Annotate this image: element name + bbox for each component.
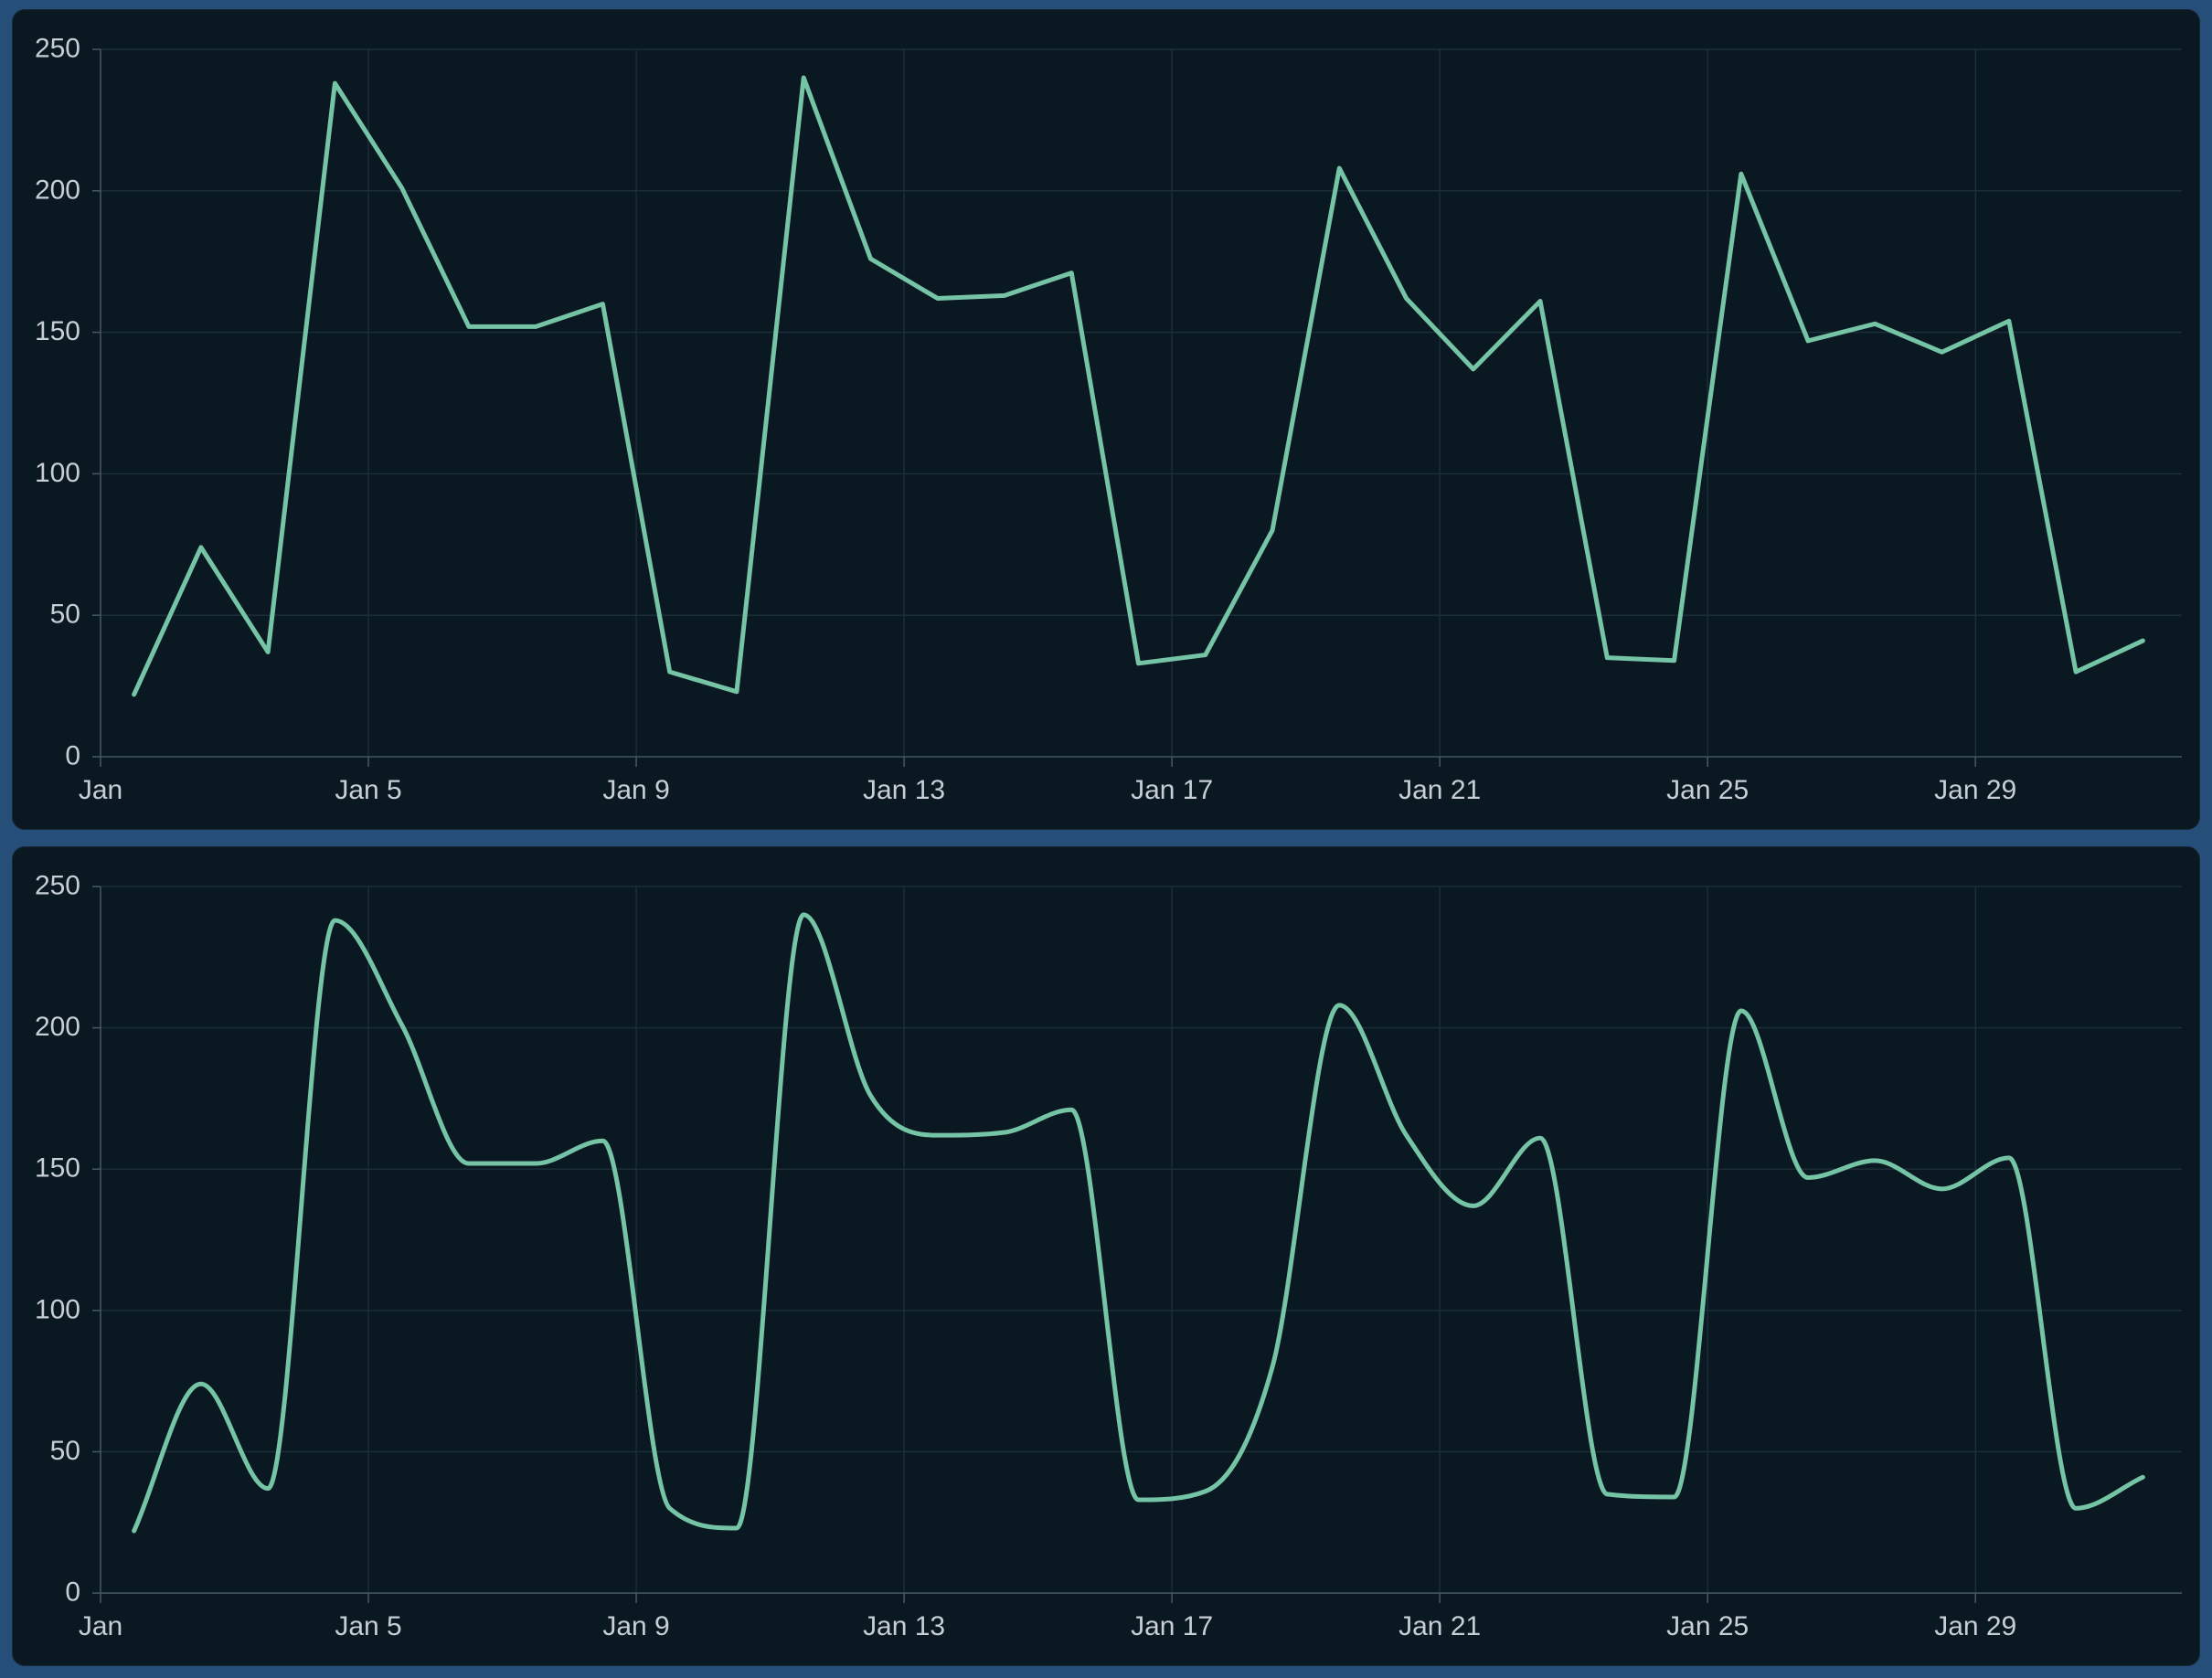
x-tick-label-jan-9: Jan 9 (602, 775, 669, 805)
y-tick-label-0: 0 (65, 1577, 80, 1608)
series-line-daily-values-smoothed (132, 912, 2145, 1534)
x-tick-label-jan-25: Jan 25 (1666, 1611, 1749, 1641)
axes (92, 48, 2182, 767)
x-tick-label-jan-13: Jan 13 (863, 775, 945, 805)
y-tick-label-150: 150 (35, 316, 80, 346)
x-tick-label-jan: Jan (79, 1611, 122, 1641)
x-tick-label-jan-21: Jan 21 (1398, 1611, 1481, 1641)
y-tick-label-0: 0 (65, 741, 80, 771)
x-tick-label-jan-13: Jan 13 (863, 1611, 945, 1641)
x-tick-label-jan-29: Jan 29 (1934, 1611, 2016, 1641)
line-chart-linear: 0 50 100 150 200 250 Jan Jan 5 Jan 9 Jan 13 Jan 17… (35, 34, 2182, 806)
x-tick-label-jan-17: Jan 17 (1131, 1611, 1213, 1641)
y-tick-label-200: 200 (35, 1012, 80, 1042)
x-tick-label-jan-5: Jan 5 (335, 775, 401, 805)
y-tick-label-50: 50 (50, 1436, 80, 1466)
y-tick-label-250: 250 (35, 34, 80, 64)
tick-labels: 0 50 100 150 200 250 Jan Jan 5 Jan 9 Jan 13 Jan 17… (35, 34, 2016, 806)
axes (92, 886, 2182, 1604)
x-tick-label-jan: Jan (79, 775, 122, 805)
y-tick-label-150: 150 (35, 1153, 80, 1184)
gridlines (101, 48, 2182, 757)
series-line-daily-values-linear (132, 75, 2145, 697)
line-chart-smoothed: 0 50 100 150 200 250 Jan Jan 5 Jan 9 Jan 13 Jan 17… (35, 870, 2182, 1641)
tick-labels: 0 50 100 150 200 250 Jan Jan 5 Jan 9 Jan 13 Jan 17… (35, 870, 2016, 1641)
y-tick-label-250: 250 (35, 870, 80, 900)
x-tick-label-jan-25: Jan 25 (1666, 775, 1749, 805)
chart-panel-top: 0 50 100 150 200 250 Jan Jan 5 Jan 9 Jan 13 Jan 17… (12, 9, 2200, 830)
x-tick-label-jan-21: Jan 21 (1398, 775, 1481, 805)
x-tick-label-jan-17: Jan 17 (1131, 775, 1213, 805)
y-tick-label-50: 50 (50, 600, 80, 630)
y-tick-label-100: 100 (35, 1294, 80, 1324)
chart-panel-bottom: 0 50 100 150 200 250 Jan Jan 5 Jan 9 Jan 13 Jan 17… (12, 846, 2200, 1666)
x-tick-label-jan-9: Jan 9 (602, 1611, 669, 1641)
y-tick-label-100: 100 (35, 458, 80, 488)
y-tick-label-200: 200 (35, 175, 80, 205)
x-tick-label-jan-29: Jan 29 (1934, 775, 2016, 805)
gridlines (101, 886, 2182, 1594)
x-tick-label-jan-5: Jan 5 (335, 1611, 401, 1641)
